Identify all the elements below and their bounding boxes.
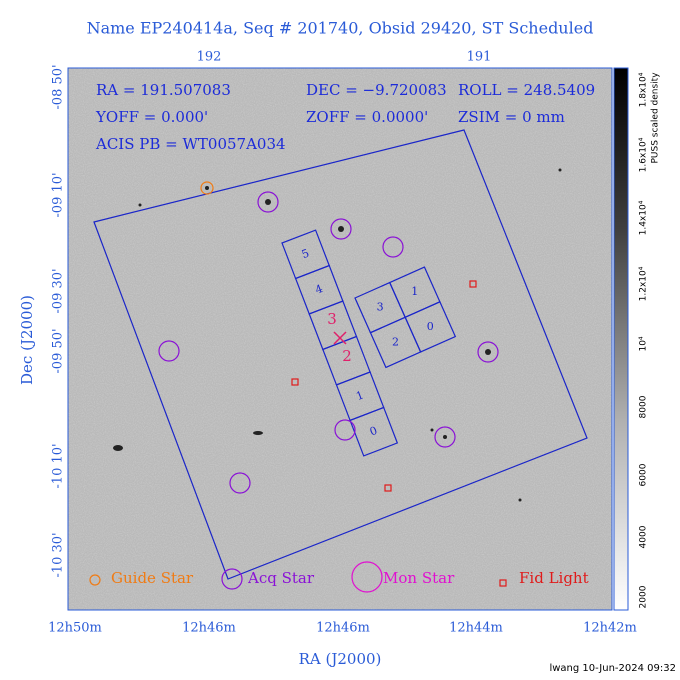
y-tick-label: -08 50' [51,64,66,109]
chip-label: 0 [427,320,434,333]
colorbar-label: PUSS scaled density [651,72,661,164]
colorbar [613,67,629,611]
info-yoff: YOFF = 0.000' [95,108,208,126]
acis-i: 3 1 2 0 [354,266,457,369]
fid-lights [291,280,477,492]
y-axis-label: Dec (J2000) [18,295,36,385]
guide-star [200,181,214,195]
top-tick-label: 192 [197,50,222,65]
chip-label: 5 [300,246,311,261]
info-ra: RA = 191.507083 [96,81,231,99]
top-tick-label: 191 [467,50,492,65]
legend-acq-marker [221,568,243,590]
y-tick-label: -09 30' [51,268,66,313]
chip-label: 0 [368,424,379,439]
legend-acq: Acq Star [247,569,315,587]
sky-objects [113,168,562,502]
y-tick-label: -10 30' [51,532,66,577]
colorbar-tick: 1.6x10⁴ [639,137,649,172]
info-dec: DEC = −9.720083 [306,81,447,99]
y-tick-label: -09 10' [51,172,66,217]
chip-label: 2 [392,335,399,348]
colorbar-tick: 2000 [639,585,649,608]
colorbar-tick: 1.2x10⁴ [639,266,649,301]
colorbar-tick: 1.4x10⁴ [639,200,649,235]
colorbar-tick: 8000 [639,395,649,418]
colorbar-tick: 1.8x10⁴ [639,72,649,107]
x-tick-label: 12h42m [583,621,637,636]
title: Name EP240414a, Seq # 201740, Obsid 2942… [87,19,594,38]
x-axis-label: RA (J2000) [299,650,382,668]
legend-mon-marker [351,561,383,593]
plot-frame [67,67,613,611]
acis-s: 5 4 1 0 [281,229,399,457]
x-tick-label: 12h46m [316,621,370,636]
aim-label: 2 [342,347,352,365]
chip-label: 3 [377,301,384,314]
x-tick-label: 12h46m [182,621,236,636]
y-tick-label: -09 50' [51,328,66,373]
field-outline [93,129,588,580]
aimpoint [333,331,347,345]
colorbar-tick: 10⁴ [639,336,649,351]
info-acis: ACIS PB = WT0057A034 [95,135,286,153]
chip-label: 1 [411,285,418,298]
colorbar-tick: 6000 [639,463,649,486]
legend-guide-marker [89,574,101,586]
aim-label: 3 [327,310,337,328]
footer: lwang 10-Jun-2024 09:32 [549,663,676,674]
info-zsim: ZSIM = 0 mm [458,108,565,126]
x-tick-label: 12h44m [449,621,503,636]
legend-fid-marker [499,579,507,587]
chip-label: 1 [354,388,365,403]
legend-fid: Fid Light [519,569,589,587]
legend-mon: Mon Star [383,569,455,587]
acq-stars [158,191,499,494]
info-zoff: ZOFF = 0.0000' [306,108,428,126]
x-tick-label: 12h50m [48,621,102,636]
info-roll: ROLL = 248.5409 [458,81,595,99]
chip-label: 4 [313,282,324,297]
legend-guide: Guide Star [111,569,194,587]
y-tick-label: -10 10' [51,443,66,488]
colorbar-tick: 4000 [639,525,649,548]
